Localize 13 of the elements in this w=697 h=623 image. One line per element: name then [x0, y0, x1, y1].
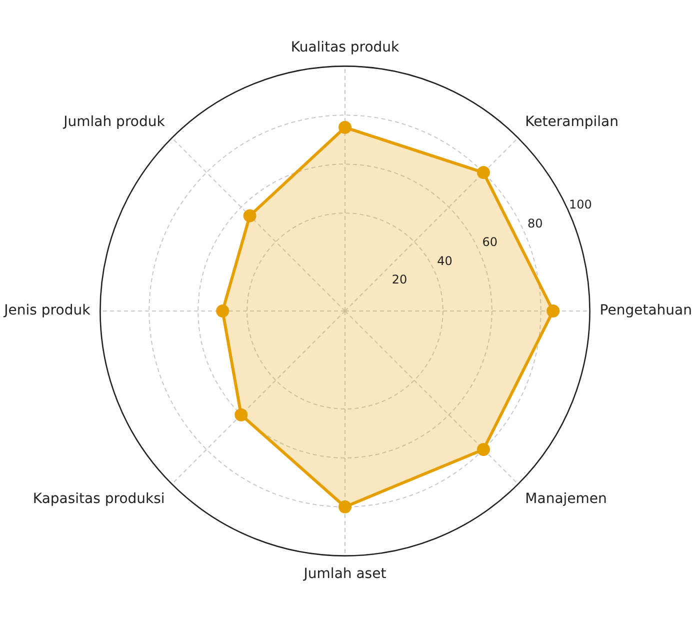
spoke-label: Pengetahuan: [600, 302, 692, 319]
spoke-label: Kapasitas produksi: [32, 491, 165, 508]
y-tick-label: 60: [482, 235, 498, 250]
y-tick-label: 80: [528, 216, 543, 230]
y-tick-label: 100: [568, 198, 592, 212]
spoke-label: Manajemen: [525, 491, 607, 508]
spoke-label: Kualitas produk: [290, 39, 400, 56]
y-tick-label: 20: [392, 272, 408, 287]
y-tick-label: 40: [437, 254, 452, 268]
spoke-label: Keterampilan: [525, 114, 618, 130]
spoke-label: Jumlah aset: [302, 566, 387, 582]
spoke-label: Jumlah produk: [62, 114, 166, 130]
spoke-label: Jenis produk: [3, 302, 92, 319]
